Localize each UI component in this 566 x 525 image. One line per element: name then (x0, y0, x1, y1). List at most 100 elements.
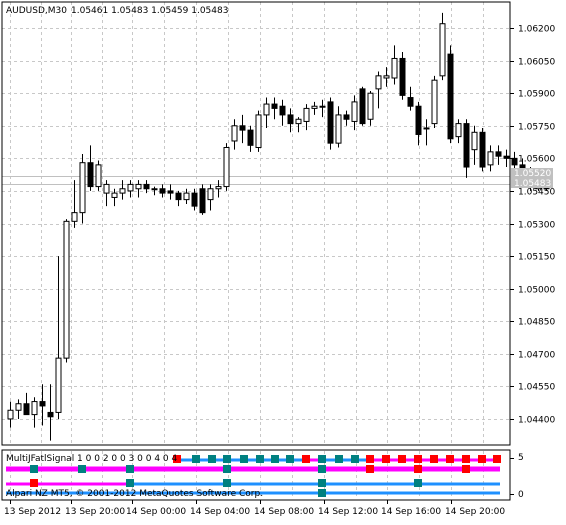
signal-mark (382, 455, 390, 463)
price-tick-label: 1.04700 (518, 351, 555, 361)
candle (55, 256, 62, 419)
candle (231, 119, 238, 150)
signal-mark (30, 479, 38, 487)
candle (271, 97, 278, 120)
price-tick-label: 1.05150 (518, 253, 555, 263)
signal-mark (493, 455, 501, 463)
candle (183, 188, 190, 204)
time-tick-label: 14 Sep 16:00 (381, 507, 441, 517)
candle (143, 180, 150, 194)
candle (439, 12, 446, 81)
price-tick-label: 1.04400 (518, 416, 555, 426)
signal-mark (414, 479, 422, 487)
time-tick-label: 14 Sep 08:00 (254, 507, 314, 517)
bid-price-tag (511, 168, 553, 178)
signal-mark (271, 455, 279, 463)
signal-mark (208, 455, 216, 463)
time-axis: 13 Sep 2012 13 Sep 20:00 14 Sep 00:00 14 Se… (4, 500, 505, 517)
candle (319, 99, 326, 118)
price-tick-label: 1.05750 (518, 123, 555, 133)
time-tick-label: 14 Sep 04:00 (190, 507, 250, 517)
time-tick-label: 14 Sep 20:00 (445, 507, 505, 517)
candle (463, 119, 470, 178)
candle (39, 384, 46, 426)
signal-mark (446, 455, 454, 463)
candle (87, 145, 94, 191)
signal-mark (398, 455, 406, 463)
candle (391, 45, 398, 85)
ohlc-values: 1.05461 1.05483 1.05459 1.05483 (71, 6, 228, 16)
price-tick-label: 1.05300 (518, 221, 555, 231)
indicator-signal-marks (30, 455, 501, 497)
signal-mark (351, 455, 359, 463)
price-grid (2, 2, 510, 445)
candle (303, 104, 310, 131)
price-tick-label: 1.05600 (518, 155, 555, 165)
candle (479, 127, 486, 172)
candle (447, 45, 454, 144)
signal-mark (462, 465, 470, 473)
candle (223, 143, 230, 191)
candle (247, 125, 254, 152)
signal-mark (223, 455, 231, 463)
copyright-text: Alpari NZ MT5, © 2001-2012 MetaQuotes So… (6, 489, 263, 499)
candle (7, 401, 14, 428)
signal-mark (173, 455, 181, 463)
candle (31, 397, 38, 428)
indicator-title: MultiJFatlSignal 1 0 0 2 0 0 3 0 0 4 0 4 (6, 454, 178, 464)
candle (127, 180, 134, 198)
candle (119, 180, 126, 200)
candle (311, 101, 318, 115)
signal-mark (192, 455, 200, 463)
signal-mark (366, 455, 374, 463)
candle (47, 384, 54, 441)
candlestick-series (7, 12, 550, 441)
price-tick-label: 1.05000 (518, 286, 555, 296)
candle (359, 86, 366, 126)
candle (255, 110, 262, 152)
price-axis: 1.06200 1.06050 1.05900 1.05750 1.05600 1.054… (510, 25, 555, 426)
main-plot-frame (1, 1, 511, 446)
candle (431, 75, 438, 128)
candle (23, 392, 30, 416)
candle (167, 184, 174, 200)
price-tick-label: 1.04550 (518, 383, 555, 393)
candle (63, 219, 70, 363)
candle (455, 119, 462, 144)
candle (71, 180, 78, 228)
symbol-timeframe: AUDUSD,M30 (6, 6, 67, 16)
candle (423, 119, 430, 146)
candle (375, 71, 382, 109)
signal-mark (30, 465, 38, 473)
price-tick-label: 1.06050 (518, 58, 555, 68)
signal-mark (335, 455, 343, 463)
candle (287, 108, 294, 133)
signal-mark (414, 455, 422, 463)
candle (263, 97, 270, 128)
candle (279, 99, 286, 126)
signal-mark (223, 465, 231, 473)
time-tick-label: 13 Sep 2012 (4, 507, 61, 517)
signal-mark (462, 455, 470, 463)
indicator-scale-top: 5 (518, 453, 524, 463)
candle (335, 106, 342, 148)
candle (399, 51, 406, 100)
candle (15, 399, 22, 419)
signal-mark (240, 455, 248, 463)
price-tick-label: 1.04850 (518, 318, 555, 328)
signal-mark (286, 455, 294, 463)
bid-price-label: 1.05520 (514, 169, 551, 179)
candle (471, 125, 478, 165)
candle (199, 184, 206, 215)
candle (95, 160, 102, 191)
price-tick-label: 1.05900 (518, 90, 555, 100)
candle (151, 186, 158, 196)
time-tick-label: 14 Sep 12:00 (318, 507, 378, 517)
signal-mark (478, 455, 486, 463)
candle (111, 188, 118, 207)
time-tick-label: 14 Sep 00:00 (126, 507, 186, 517)
candle (79, 154, 86, 224)
candle (175, 190, 182, 207)
